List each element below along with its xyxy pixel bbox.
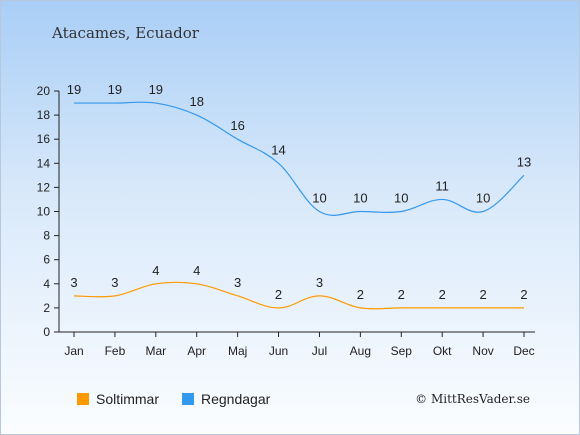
legend-swatch-regndagar — [182, 393, 194, 405]
data-label: 4 — [193, 263, 200, 278]
series-lines — [73, 101, 525, 310]
data-label: 3 — [111, 275, 118, 290]
chart-title: Atacames, Ecuador — [51, 24, 200, 42]
x-tick-label: Mar — [145, 344, 166, 358]
x-tick-label: Dec — [513, 344, 534, 358]
data-label: 18 — [189, 94, 203, 109]
x-tick-label: Nov — [472, 344, 493, 358]
legend-label-regndagar: Regndagar — [201, 391, 271, 407]
credit-text: © MittResVader.se — [415, 392, 530, 406]
data-label: 19 — [67, 82, 81, 97]
x-tick-label: Jun — [269, 344, 288, 358]
data-label: 2 — [479, 287, 486, 302]
series-line-regndagar — [74, 101, 525, 216]
data-label: 3 — [234, 275, 241, 290]
y-tick-label: 18 — [37, 108, 51, 122]
data-label: 10 — [353, 191, 367, 206]
data-label: 3 — [70, 275, 77, 290]
data-label: 10 — [476, 191, 490, 206]
data-label: 2 — [357, 287, 364, 302]
y-tick-label: 6 — [43, 253, 50, 267]
data-label: 3 — [316, 275, 323, 290]
legend-swatch-soltimmar — [77, 393, 89, 405]
data-label: 14 — [271, 142, 285, 157]
y-tick-label: 14 — [37, 156, 51, 170]
data-label: 19 — [149, 82, 163, 97]
data-label: 2 — [398, 287, 405, 302]
y-tick-label: 2 — [43, 301, 50, 315]
legend: Soltimmar Regndagar — [77, 391, 271, 407]
x-tick-label: Jan — [64, 344, 83, 358]
y-tick-label: 16 — [37, 132, 51, 146]
data-label: 11 — [435, 178, 449, 193]
data-label: 13 — [517, 154, 531, 169]
y-tick-label: 10 — [37, 205, 51, 219]
x-tick-label: Maj — [228, 344, 247, 358]
y-tick-label: 0 — [43, 325, 50, 339]
data-label: 19 — [108, 82, 122, 97]
y-tick-label: 12 — [37, 180, 51, 194]
x-tick-label: Sep — [391, 344, 413, 358]
data-label: 4 — [152, 263, 159, 278]
data-label: 10 — [394, 191, 408, 206]
data-labels: 3 3 4 4 3 2 3 2 2 2 2 2 19 19 19 18 16 14 10 10 10 11 10 13 — [67, 82, 531, 302]
x-tick-label: Jul — [312, 344, 327, 358]
data-label: 2 — [520, 287, 527, 302]
x-tick-label: Aug — [350, 344, 371, 358]
series-line-soltimmar — [73, 281, 524, 310]
y-tick-label: 4 — [43, 277, 50, 291]
x-tick-label: Feb — [105, 344, 126, 358]
legend-label-soltimmar: Soltimmar — [96, 391, 159, 407]
data-label: 10 — [312, 191, 326, 206]
x-tick-label: Apr — [187, 344, 206, 358]
data-label: 2 — [439, 287, 446, 302]
y-tick-label: 8 — [43, 229, 50, 243]
data-label: 16 — [230, 118, 244, 133]
x-tick-label: Okt — [433, 344, 452, 358]
data-label: 2 — [275, 287, 282, 302]
y-tick-label: 20 — [37, 84, 51, 98]
axes: 0 2 4 6 8 10 12 14 16 18 20 Jan Feb Mar Apr Maj Jun Jul Au… — [37, 84, 535, 358]
